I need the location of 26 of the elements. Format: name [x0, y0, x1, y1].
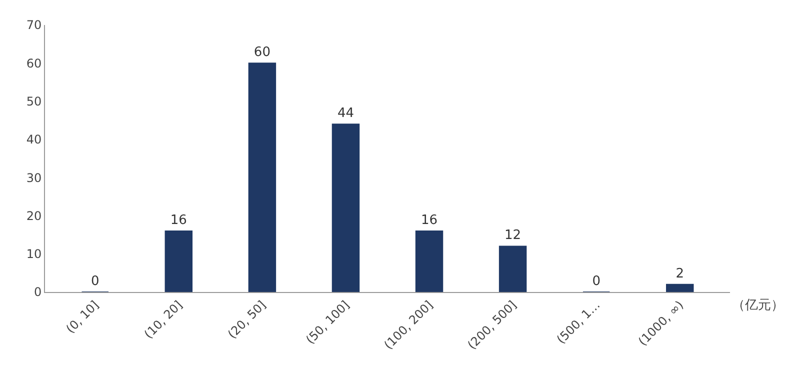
y-tick-label: 60: [26, 56, 42, 70]
data-label: 0: [592, 274, 600, 289]
y-tick-label: 50: [26, 94, 42, 108]
x-tick-label: (0, 10]: [63, 298, 102, 336]
x-tick-label: (10, 20]: [142, 298, 186, 342]
bar: [666, 284, 694, 292]
x-tick-label: (20, 50]: [225, 298, 269, 342]
y-tick-label: 30: [26, 170, 42, 185]
y-tick-label: 10: [26, 247, 42, 262]
y-tick-label: 40: [26, 132, 42, 147]
data-label: 2: [676, 266, 684, 282]
bar: [498, 246, 527, 292]
bar: [248, 62, 276, 292]
data-label: 12: [504, 228, 522, 244]
bar: [332, 124, 360, 292]
data-label: 16: [420, 212, 438, 228]
y-tick-label: 0: [34, 285, 42, 300]
bar: [415, 230, 444, 292]
x-axis-title: （亿元）: [732, 298, 784, 313]
data-label: 60: [254, 45, 270, 60]
y-tick-label: 20: [26, 208, 42, 223]
data-label: 16: [170, 212, 187, 228]
y-tick-label: 70: [26, 18, 42, 32]
bar: [164, 230, 193, 292]
data-label: 44: [337, 106, 354, 122]
data-label: 0: [90, 274, 100, 289]
